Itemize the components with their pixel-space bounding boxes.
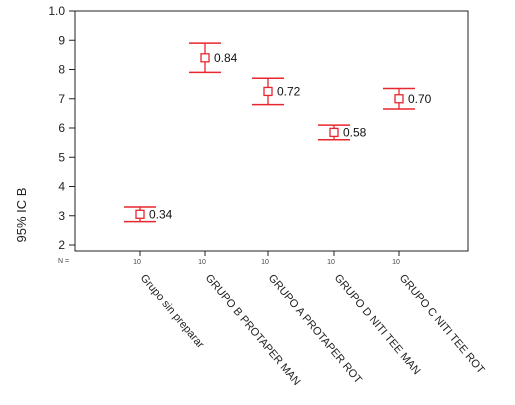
error-bar-group: 0.70 <box>383 87 432 110</box>
data-label: 0.70 <box>408 92 432 106</box>
data-label: 0.72 <box>277 84 301 98</box>
y-tick-label: 5 <box>58 150 65 164</box>
y-tick-label: 6 <box>58 121 65 135</box>
y-axis: 2 3 4 5 6 7 8 9 1.0 <box>48 4 75 252</box>
error-bar-group: 0.72 <box>252 77 301 106</box>
mean-marker <box>263 86 273 97</box>
n-value: 10 <box>392 259 400 266</box>
error-bar-group: 0.58 <box>318 124 367 141</box>
error-bar-group: 0.34 <box>124 206 173 223</box>
y-tick-label: 3 <box>58 209 65 223</box>
data-label: 0.58 <box>343 125 367 139</box>
y-tick-label: 8 <box>58 63 65 77</box>
n-value: 10 <box>198 259 206 266</box>
n-value: 10 <box>327 259 335 266</box>
mean-marker <box>200 53 210 63</box>
x-category-label: Grupo sin preparar <box>138 272 207 351</box>
plot-frame <box>74 10 469 252</box>
data-label: 0.34 <box>149 207 173 221</box>
error-bar-group: 0.84 <box>189 42 238 74</box>
y-tick-label: 9 <box>58 33 65 47</box>
mean-marker <box>135 209 145 219</box>
mean-marker <box>394 94 404 104</box>
mean-marker <box>329 127 339 138</box>
n-value: 10 <box>261 259 269 266</box>
error-bars: 0.34 0.84 0.72 0.58 0.70 <box>124 42 432 223</box>
n-label: N = <box>58 258 69 265</box>
n-value: 10 <box>133 259 141 266</box>
y-tick-label: 2 <box>58 238 65 252</box>
y-tick-label: 7 <box>58 92 65 106</box>
data-label: 0.84 <box>214 51 238 65</box>
y-tick-label: 4 <box>58 180 65 194</box>
y-tick-label: 1.0 <box>48 4 65 18</box>
y-axis-title: 95% IC B <box>14 188 29 243</box>
